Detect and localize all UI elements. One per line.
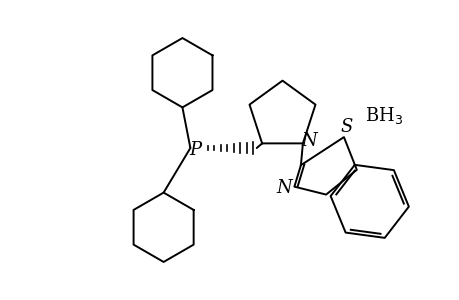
Text: S: S	[340, 118, 353, 136]
Text: BH$_3$: BH$_3$	[364, 105, 402, 126]
Text: N: N	[276, 178, 292, 196]
Text: N: N	[300, 132, 316, 150]
Text: P: P	[189, 141, 201, 159]
